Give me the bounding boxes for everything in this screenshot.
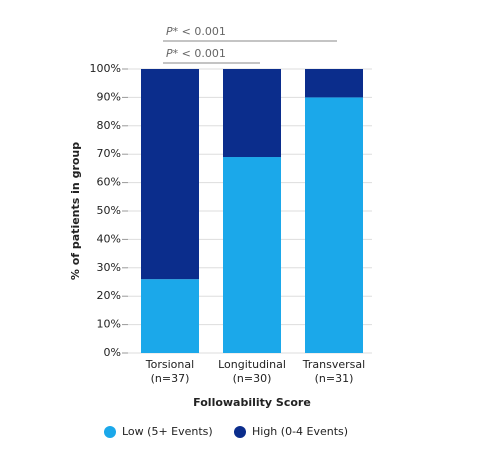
x-tick-label: Longitudinal xyxy=(218,358,286,371)
y-tick-label: 80% xyxy=(97,119,121,132)
annotation: P* < 0.001 xyxy=(166,47,226,60)
y-tick-label: 0% xyxy=(104,346,121,359)
bar-segment xyxy=(305,97,363,354)
bar-segment xyxy=(223,157,281,353)
legend-marker xyxy=(104,426,116,438)
legend-label: Low (5+ Events) xyxy=(122,425,213,438)
x-axis-label: Followability Score xyxy=(193,396,311,409)
y-tick-label: 90% xyxy=(97,90,121,103)
bar-segment xyxy=(141,69,199,280)
legend-label: High (0-4 Events) xyxy=(252,425,348,438)
x-tick-label: Transversal xyxy=(302,358,365,371)
x-tick-sublabel: (n=37) xyxy=(151,372,190,385)
y-axis-label: % of patients in group xyxy=(69,142,82,280)
bar-segment xyxy=(305,69,363,98)
y-tick-label: 50% xyxy=(97,204,121,217)
y-tick-label: 60% xyxy=(97,176,121,189)
bar-segment xyxy=(223,69,281,158)
y-tick-label: 30% xyxy=(97,261,121,274)
bar-segment xyxy=(141,279,199,353)
legend-marker xyxy=(234,426,246,438)
x-tick-label: Torsional xyxy=(145,358,194,371)
y-tick-label: 10% xyxy=(97,318,121,331)
annotation: P* < 0.001 xyxy=(166,25,226,38)
y-tick-label: 40% xyxy=(97,232,121,245)
y-tick-label: 100% xyxy=(90,62,121,75)
y-tick-label: 20% xyxy=(97,289,121,302)
x-tick-sublabel: (n=30) xyxy=(233,372,272,385)
y-tick-label: 70% xyxy=(97,147,121,160)
x-tick-sublabel: (n=31) xyxy=(315,372,354,385)
